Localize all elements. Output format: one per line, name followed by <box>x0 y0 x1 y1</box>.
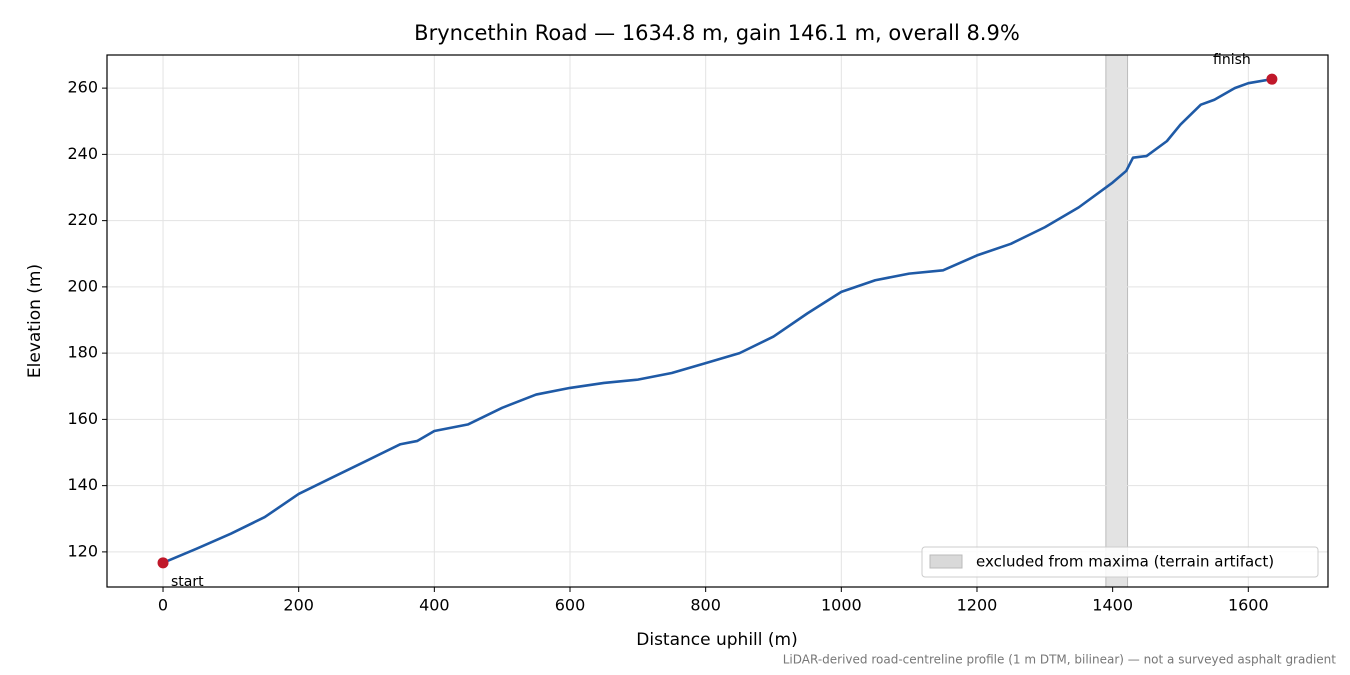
excluded-span <box>1105 54 1129 588</box>
endpoint-label: finish <box>1213 52 1251 68</box>
y-tick-label: 120 <box>67 541 98 560</box>
x-tick-label: 1600 <box>1228 596 1269 615</box>
footnote: LiDAR-derived road-centreline profile (1… <box>783 653 1337 667</box>
legend-label: excluded from maxima (terrain artifact) <box>976 553 1274 571</box>
endpoint-marker <box>157 557 169 569</box>
endpoint-marker <box>1266 73 1278 85</box>
y-tick-label: 180 <box>67 343 98 362</box>
endpoint-label: start <box>171 574 204 590</box>
y-tick-label: 220 <box>67 210 98 229</box>
plot-frame <box>106 54 1329 588</box>
y-tick-label: 240 <box>67 144 98 163</box>
x-axis-label: Distance uphill (m) <box>636 630 797 650</box>
legend-box <box>921 546 1319 578</box>
x-tick-label: 600 <box>555 596 586 615</box>
y-tick-label: 260 <box>67 78 98 97</box>
x-tick-label: 0 <box>158 596 168 615</box>
elevation-line <box>162 77 1273 565</box>
y-tick-label: 140 <box>67 475 98 494</box>
chart-title: Bryncethin Road — 1634.8 m, gain 146.1 m… <box>414 21 1020 45</box>
legend-swatch <box>929 554 963 569</box>
x-tick-label: 200 <box>283 596 314 615</box>
x-tick-label: 800 <box>690 596 721 615</box>
x-tick-label: 400 <box>419 596 450 615</box>
y-axis-label: Elevation (m) <box>25 264 45 378</box>
y-tick-label: 160 <box>67 409 98 428</box>
x-tick-label: 1400 <box>1092 596 1133 615</box>
x-tick-label: 1200 <box>957 596 998 615</box>
x-tick-label: 1000 <box>821 596 862 615</box>
y-tick-label: 200 <box>67 276 98 295</box>
